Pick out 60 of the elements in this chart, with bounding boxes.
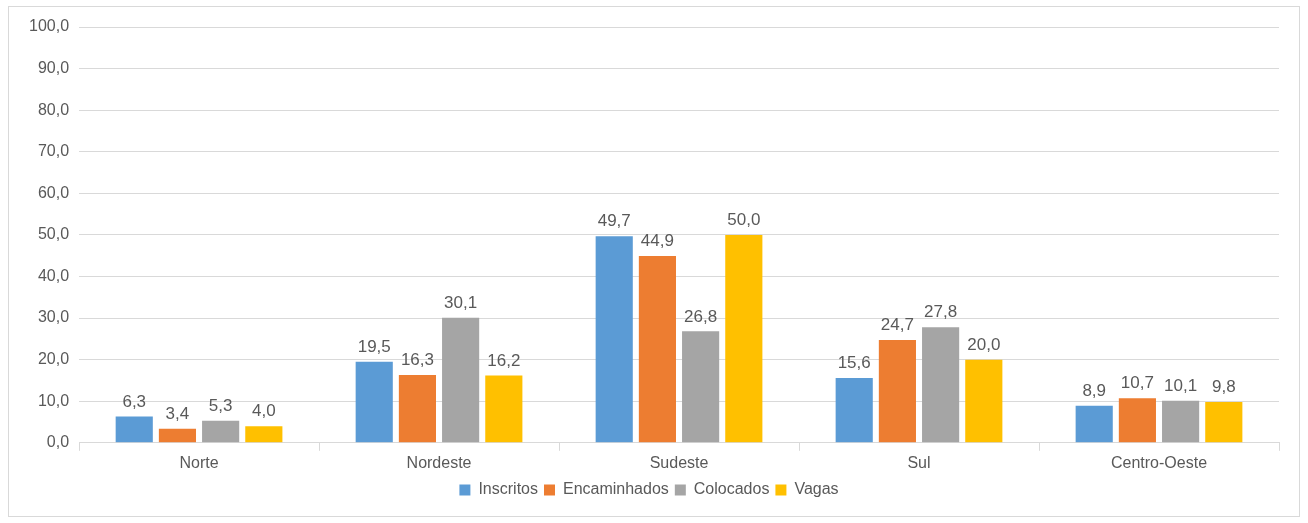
y-tick-label: 100,0 [28, 17, 70, 35]
y-tick-label: 0,0 [46, 433, 70, 451]
x-tick-label: Sul [907, 453, 931, 471]
data-label: 15,6 [837, 353, 871, 373]
bar [965, 359, 1003, 443]
legend-label: Inscritos [478, 480, 538, 498]
y-tick-label: 40,0 [37, 266, 70, 284]
data-label: 16,2 [487, 350, 521, 370]
data-label: 24,7 [880, 315, 914, 335]
y-tick-label: 10,0 [37, 391, 70, 409]
y-tick-label: 30,0 [37, 308, 70, 326]
data-label: 49,7 [597, 211, 631, 231]
y-tick-label: 60,0 [37, 183, 70, 201]
legend-label: Colocados [693, 480, 770, 498]
bar [638, 256, 676, 443]
data-label: 10,7 [1120, 373, 1154, 393]
legend-label: Encaminhados [562, 480, 669, 498]
bar [202, 420, 240, 443]
data-label: 4,0 [252, 401, 276, 421]
y-tick-label: 80,0 [37, 100, 70, 118]
data-label: 27,8 [924, 302, 958, 322]
bar [595, 236, 633, 443]
x-tick-label: Sudeste [649, 453, 709, 471]
x-tick-label: Centro-Oeste [1110, 453, 1208, 471]
bar [835, 377, 873, 443]
data-label: 9,8 [1211, 377, 1236, 397]
data-label: 3,4 [165, 403, 190, 423]
data-label: 50,0 [727, 210, 761, 230]
data-label: 6,3 [122, 391, 147, 411]
data-label: 16,3 [400, 350, 434, 370]
x-tick-label: Norte [179, 453, 219, 471]
data-label: 20,0 [967, 334, 1001, 354]
data-label: 19,5 [357, 336, 391, 356]
bar [922, 327, 960, 443]
bar [158, 428, 197, 443]
data-label: 8,9 [1082, 380, 1107, 400]
bar [1205, 402, 1243, 443]
legend-label: Vagas [794, 480, 839, 498]
data-label: 5,3 [208, 395, 233, 415]
bar [1118, 398, 1156, 443]
bar [355, 361, 393, 443]
bar [682, 331, 720, 443]
data-label: 10,1 [1164, 375, 1198, 395]
bar [725, 234, 763, 443]
y-tick-label: 50,0 [37, 225, 70, 243]
y-tick-label: 20,0 [37, 350, 70, 368]
data-label: 26,8 [684, 306, 718, 326]
bar [398, 375, 436, 443]
y-tick-label: 70,0 [37, 142, 70, 160]
bar [245, 426, 283, 443]
bar [115, 416, 153, 443]
data-label: 30,1 [444, 292, 478, 312]
bar [1162, 400, 1200, 443]
bar [442, 317, 480, 443]
bar [485, 375, 523, 443]
bar [878, 340, 916, 443]
data-label: 44,9 [640, 231, 674, 251]
x-tick-label: Nordeste [406, 453, 472, 471]
y-tick-label: 90,0 [37, 58, 70, 76]
bar [1075, 405, 1113, 443]
